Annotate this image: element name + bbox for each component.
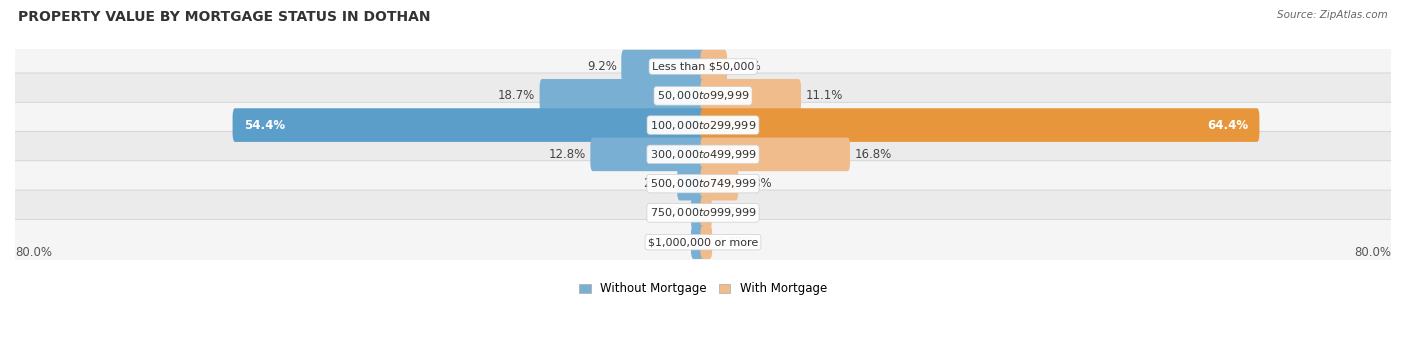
Text: 12.8%: 12.8% (548, 148, 586, 161)
Text: 0.77%: 0.77% (717, 236, 754, 249)
FancyBboxPatch shape (700, 137, 851, 171)
Text: 16.8%: 16.8% (855, 148, 891, 161)
FancyBboxPatch shape (621, 50, 706, 83)
FancyBboxPatch shape (700, 79, 801, 113)
FancyBboxPatch shape (690, 196, 706, 230)
Text: PROPERTY VALUE BY MORTGAGE STATUS IN DOTHAN: PROPERTY VALUE BY MORTGAGE STATUS IN DOT… (18, 10, 430, 24)
FancyBboxPatch shape (232, 108, 706, 142)
FancyBboxPatch shape (700, 196, 711, 230)
Text: 9.2%: 9.2% (588, 60, 617, 73)
Text: 18.7%: 18.7% (498, 89, 536, 102)
FancyBboxPatch shape (700, 167, 738, 201)
FancyBboxPatch shape (678, 167, 706, 201)
Text: 1.1%: 1.1% (657, 236, 686, 249)
Text: Source: ZipAtlas.com: Source: ZipAtlas.com (1277, 10, 1388, 20)
Text: 1.1%: 1.1% (657, 206, 686, 219)
FancyBboxPatch shape (13, 219, 1393, 265)
Text: 11.1%: 11.1% (806, 89, 842, 102)
FancyBboxPatch shape (540, 79, 706, 113)
Text: 54.4%: 54.4% (243, 119, 285, 132)
Text: 80.0%: 80.0% (1354, 246, 1391, 259)
FancyBboxPatch shape (13, 190, 1393, 236)
Text: $1,000,000 or more: $1,000,000 or more (648, 237, 758, 247)
Text: 2.7%: 2.7% (643, 177, 673, 190)
Text: 2.5%: 2.5% (731, 60, 761, 73)
FancyBboxPatch shape (13, 161, 1393, 206)
FancyBboxPatch shape (13, 102, 1393, 148)
Text: $750,000 to $999,999: $750,000 to $999,999 (650, 206, 756, 219)
Text: 3.8%: 3.8% (742, 177, 772, 190)
FancyBboxPatch shape (13, 73, 1393, 119)
Text: $100,000 to $299,999: $100,000 to $299,999 (650, 119, 756, 132)
FancyBboxPatch shape (700, 225, 713, 259)
Legend: Without Mortgage, With Mortgage: Without Mortgage, With Mortgage (574, 278, 832, 300)
Text: $50,000 to $99,999: $50,000 to $99,999 (657, 89, 749, 102)
Text: Less than $50,000: Less than $50,000 (652, 62, 754, 71)
FancyBboxPatch shape (13, 44, 1393, 89)
FancyBboxPatch shape (700, 50, 727, 83)
Text: 80.0%: 80.0% (15, 246, 52, 259)
Text: 0.72%: 0.72% (716, 206, 754, 219)
Text: 64.4%: 64.4% (1208, 119, 1249, 132)
Text: $500,000 to $749,999: $500,000 to $749,999 (650, 177, 756, 190)
FancyBboxPatch shape (700, 108, 1260, 142)
FancyBboxPatch shape (591, 137, 706, 171)
FancyBboxPatch shape (13, 132, 1393, 177)
Text: $300,000 to $499,999: $300,000 to $499,999 (650, 148, 756, 161)
FancyBboxPatch shape (690, 225, 706, 259)
